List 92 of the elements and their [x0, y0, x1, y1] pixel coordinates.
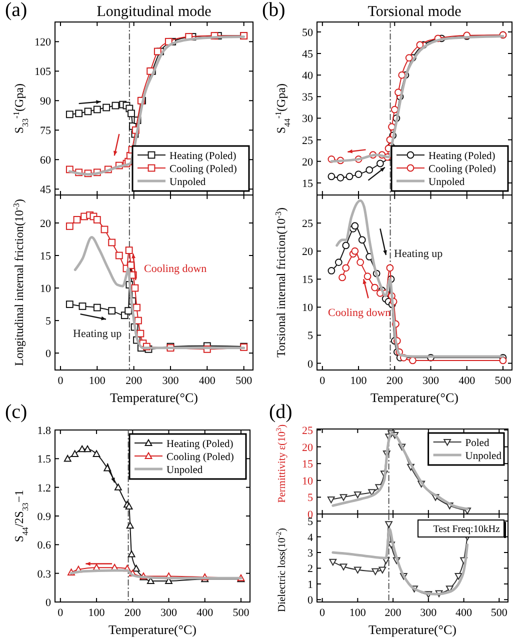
y-tick-label: 25: [302, 218, 314, 230]
x-tick-label: 400: [198, 375, 216, 387]
y-tick-label: 0: [308, 594, 314, 607]
x-tick-label: 0: [58, 375, 64, 387]
y-tick-label: 10: [302, 302, 314, 314]
legend-label: Unpoled: [170, 177, 206, 188]
x-tick-label: 200: [384, 607, 402, 619]
x-tick-label: 400: [458, 375, 476, 387]
y-tick-label: 45: [40, 184, 52, 196]
x-tick-label: 100: [350, 375, 368, 387]
x-axis-title: Temperature(°C): [370, 390, 459, 405]
y-tick-label: 15: [302, 178, 314, 190]
x-axis-title: Temperature(°C): [368, 622, 457, 637]
y-tick-label: 50: [302, 26, 314, 39]
y-tick-label: 5: [46, 316, 52, 328]
x-tick-label: 300: [422, 375, 440, 387]
legend-label: Cooling (Poled): [428, 164, 496, 175]
legend-label: Poled: [465, 438, 490, 449]
y-tick-label: 20: [302, 246, 314, 258]
legend-label: Unpoled: [166, 465, 204, 476]
x-tick-label: 500: [490, 607, 508, 619]
x-tick-label: 400: [196, 607, 214, 619]
y-tick-label: 35: [302, 92, 314, 104]
y-tick-label: 0: [46, 348, 52, 360]
y-tick-label: 0.9: [37, 511, 52, 523]
x-tick-label: 400: [456, 607, 473, 619]
y-tick-label: 20: [302, 442, 314, 454]
x-tick-label: 200: [126, 375, 143, 387]
y-tick-label: 15: [40, 250, 52, 262]
y-tick-label: 20: [40, 218, 52, 230]
x-tick-label: 500: [232, 607, 250, 619]
y-tick-label: 60: [40, 154, 52, 167]
x-tick-label: 0: [320, 607, 326, 619]
y-tick-label: 20: [302, 156, 314, 168]
y-tick-label: 10: [40, 283, 52, 296]
y-tick-label: 90: [40, 96, 52, 108]
y-tick-label: 15: [302, 458, 314, 471]
y-tick-label: 45: [302, 48, 314, 60]
legend-label: Unpoled: [465, 451, 502, 462]
x-tick-label: 500: [494, 375, 512, 387]
annotation: Heating up: [73, 328, 122, 340]
x-tick-label: 300: [420, 607, 438, 619]
y-tick-label: 2: [308, 563, 313, 576]
x-tick-label: 200: [386, 375, 404, 387]
chart-title: Longitudinal mode: [96, 4, 212, 20]
legend-label: Cooling (Poled): [170, 164, 238, 175]
y-tick-label: 25: [302, 134, 314, 147]
legend-label: Heating (Poled): [166, 439, 234, 450]
y-tick-label: 1.5: [37, 454, 52, 466]
y-tick-label: 0: [308, 358, 314, 370]
y-tick-label: 1: [308, 578, 313, 591]
legend-label: Cooling (Poled): [166, 452, 234, 463]
annotation: Heating up: [394, 248, 444, 260]
x-tick-label: 0: [320, 375, 326, 387]
x-tick-label: 100: [88, 607, 106, 619]
y-tick-label: 4: [308, 532, 314, 544]
annotation: Cooling down: [144, 263, 208, 275]
chart-title: Torsional mode: [368, 4, 462, 20]
y-tick-label: 5: [308, 330, 314, 342]
x-tick-label: 0: [58, 607, 64, 619]
text: (d): [269, 401, 292, 423]
y-tick-label: 105: [34, 66, 52, 78]
x-tick-label: 500: [236, 375, 253, 387]
legend-label: Heating (Poled): [170, 151, 237, 162]
y-tick-label: 0: [46, 597, 52, 609]
x-axis-title: Temperature(°C): [108, 622, 197, 637]
text: (c): [5, 401, 28, 423]
x-tick-label: 300: [162, 375, 180, 387]
y-tick-label: 25: [302, 425, 314, 438]
y-tick-label: 0.6: [37, 540, 52, 552]
y-tick-label: 1.2: [37, 482, 51, 494]
x-axis-title: Temperature(°C): [110, 390, 198, 405]
text: (a): [5, 0, 28, 21]
x-tick-label: 200: [124, 607, 142, 619]
y-tick-label: 75: [40, 125, 52, 138]
y-tick-label: 0.3: [37, 568, 52, 580]
y-tick-label: 30: [302, 113, 314, 126]
y-tick-label: 40: [302, 70, 314, 82]
y-tick-label: 120: [34, 36, 52, 49]
y-tick-label: 10: [302, 475, 314, 488]
annotation: Test Freq:10kHz: [433, 524, 501, 535]
legend-label: Unpoled: [428, 177, 466, 188]
legend-label: Heating (Poled): [428, 151, 496, 162]
y-tick-label: 1.8: [37, 425, 52, 437]
x-tick-label: 100: [349, 607, 366, 619]
y-tick-label: 3: [308, 548, 314, 560]
y-tick-label: 15: [302, 274, 314, 286]
x-tick-label: 300: [160, 607, 178, 619]
x-tick-label: 100: [88, 375, 106, 387]
y-tick-label: 5: [308, 492, 314, 504]
y-tick-label: 5: [308, 516, 314, 528]
text: (b): [262, 0, 286, 21]
